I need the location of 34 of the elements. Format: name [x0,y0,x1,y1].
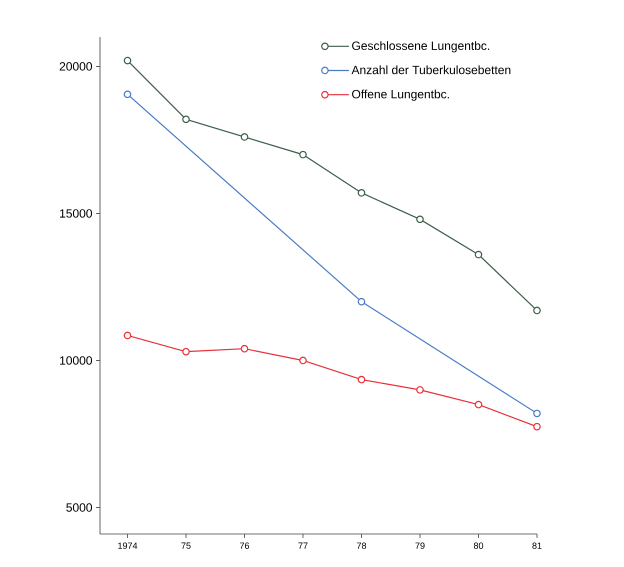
point [299,356,307,364]
point [182,116,190,124]
point [240,133,248,141]
y-tick-label: 10000 [60,356,92,365]
legend-label: Geschlossene Lungentbc. [352,41,490,52]
y-tick-label: 5000 [66,503,92,512]
x-tick-label: 80 [474,542,484,549]
point [474,400,482,408]
point [124,332,132,340]
point [124,90,132,98]
y-tick-label: 20000 [60,62,92,71]
legend-label: Anzahl der Tuberkulosebetten [352,65,510,74]
point [240,344,248,353]
point [124,56,132,64]
point [416,386,424,394]
point [474,250,482,258]
point [416,216,424,224]
point [358,298,366,306]
x-tick-label: 79 [415,542,425,549]
legend-label: Offene Lungentbc. [352,90,449,101]
x-tick-label: 81 [532,542,542,549]
point [533,422,541,430]
point [299,150,307,158]
point [533,410,541,418]
x-tick-label: 75 [181,542,191,549]
x-tick-label: 77 [298,542,308,549]
point [182,348,190,356]
x-tick-label: 1974 [118,542,138,549]
y-tick-label: 15000 [60,209,92,218]
x-tick-label: 78 [356,542,366,549]
x-tick-label: 76 [240,542,250,549]
point [358,189,366,197]
point [533,306,541,314]
point [358,376,366,384]
